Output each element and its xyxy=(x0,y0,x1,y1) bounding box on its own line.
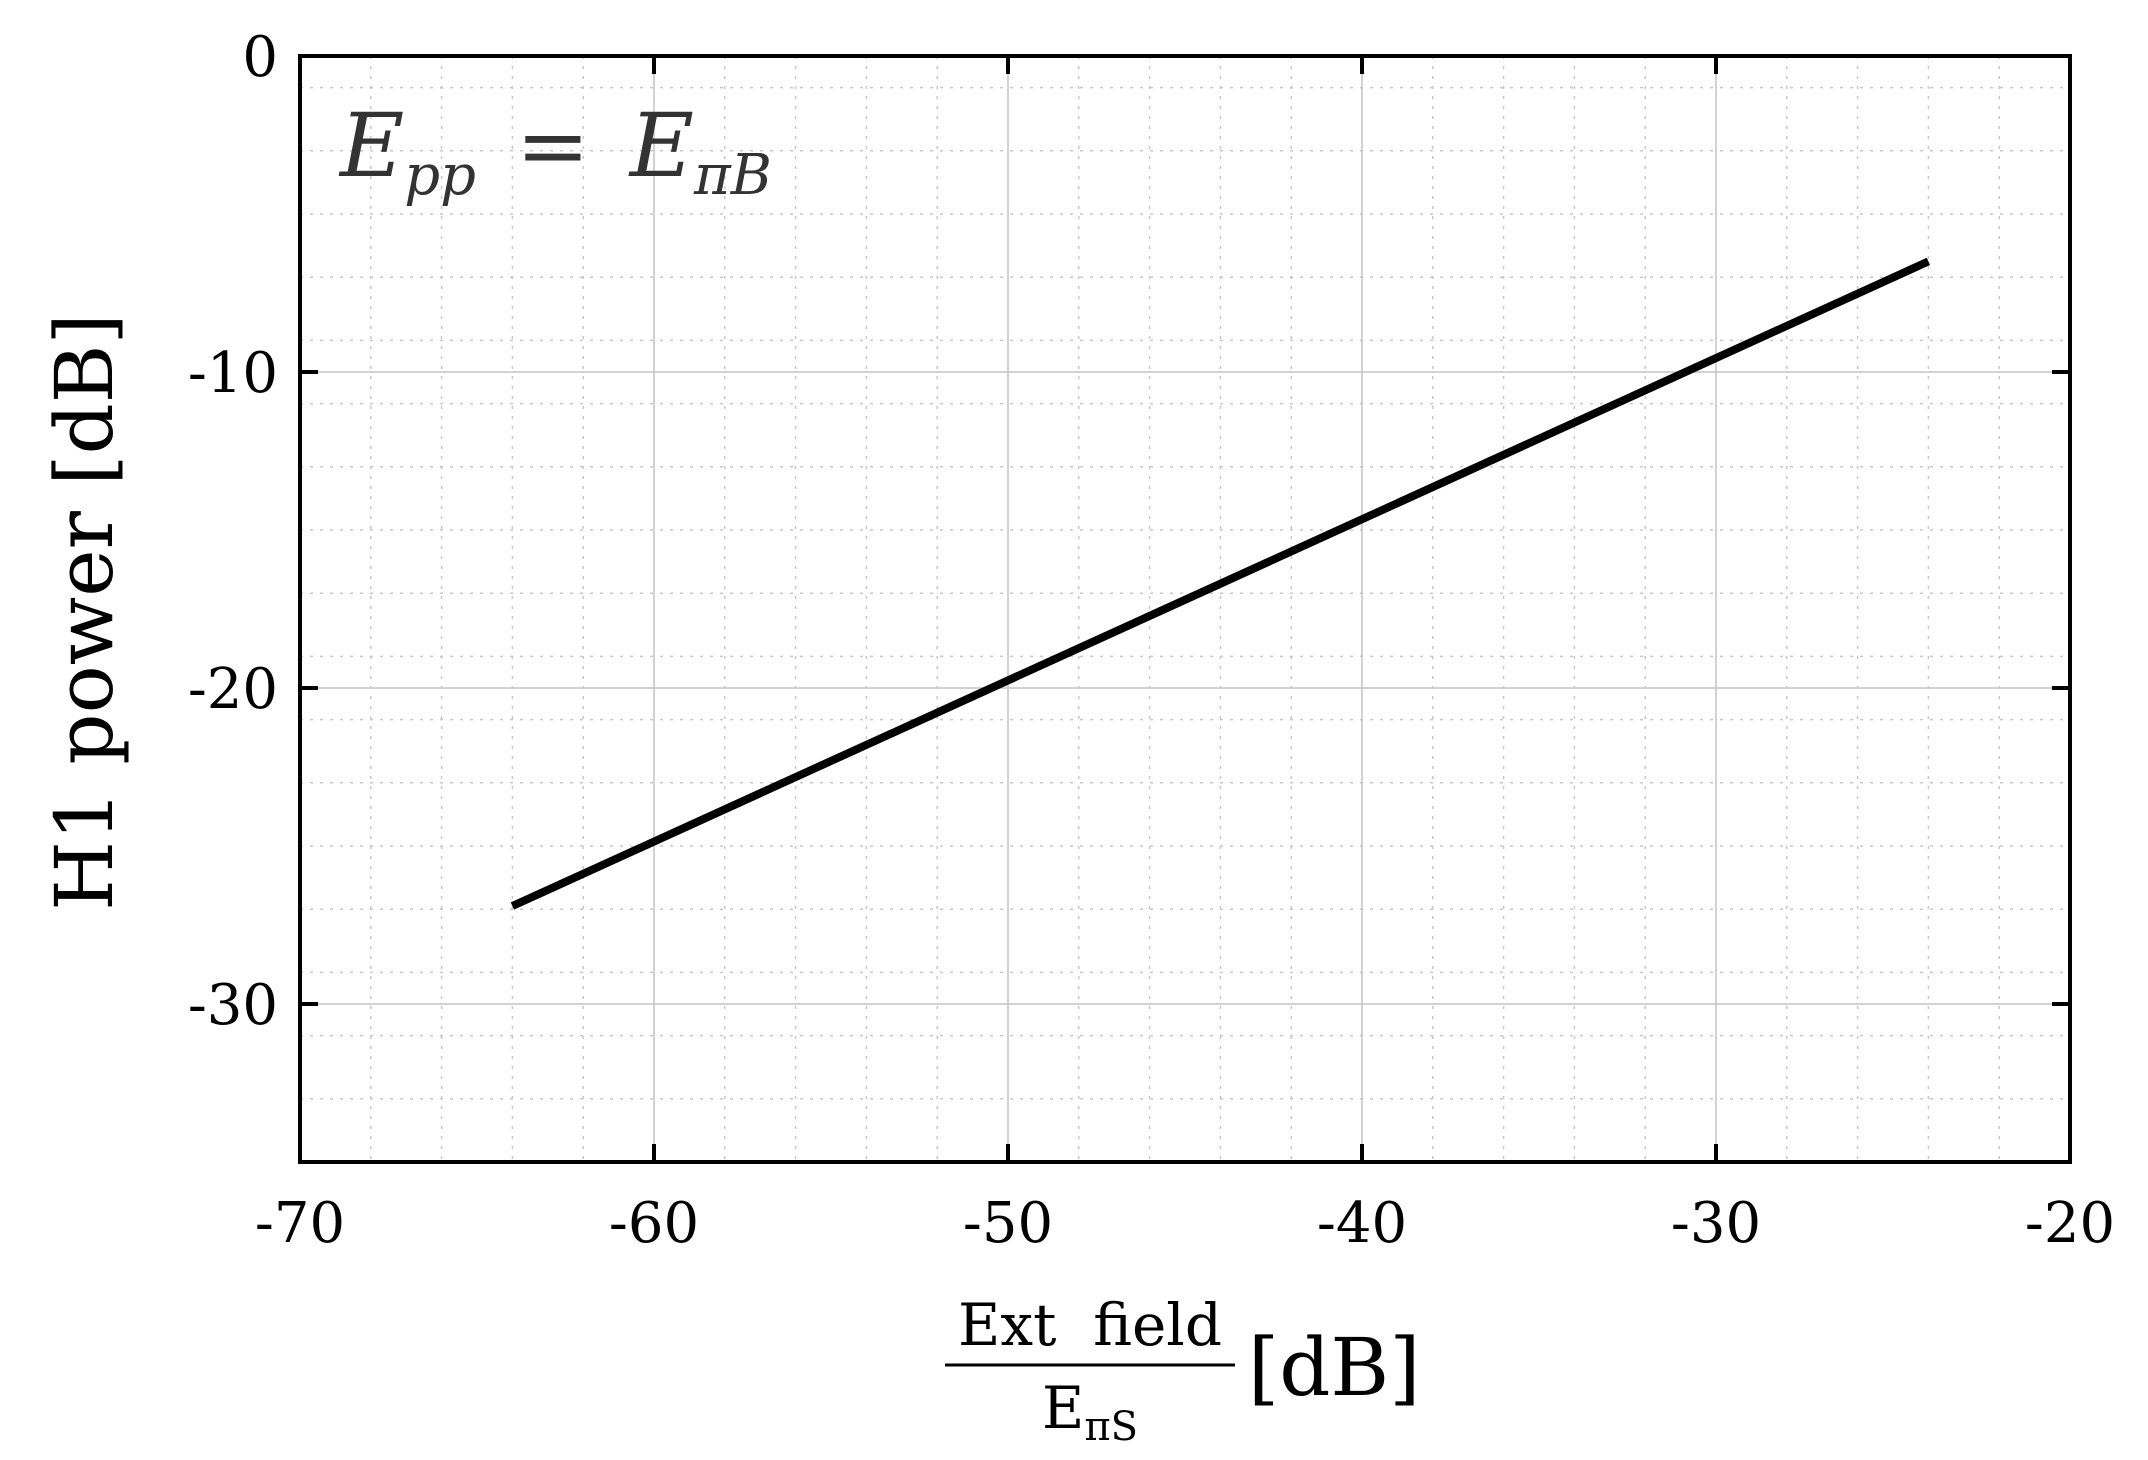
annotation-rhs-sub: πB xyxy=(693,143,772,208)
x-tick-label: -60 xyxy=(609,1191,699,1256)
y-tick-label: -30 xyxy=(188,973,278,1038)
series-line xyxy=(510,257,1931,910)
y-tick-label: -10 xyxy=(188,341,278,406)
x-tick-label: -70 xyxy=(255,1191,345,1256)
tick-labels: -70 -60 -50 -40 -30 -20 0 -10 -20 -30 xyxy=(188,25,2115,1256)
plot-frame xyxy=(298,54,2072,1164)
y-tick-label: -20 xyxy=(188,657,278,722)
series-layer xyxy=(510,257,1931,910)
annotation: Epp = EπB xyxy=(338,94,772,208)
x-axis-label: Ext field EπS [dB] xyxy=(945,1291,1420,1450)
y-tick-label: 0 xyxy=(242,25,278,90)
annotation-lhs-main: E xyxy=(338,94,404,197)
annotation-lhs-sub: pp xyxy=(404,143,476,208)
minor-grid xyxy=(300,56,2070,1163)
annotation-equals: = xyxy=(516,94,590,197)
x-label-denominator: EπS xyxy=(1042,1374,1138,1450)
y-axis-label: H1 power [dB] xyxy=(38,313,131,910)
x-label-unit: [dB] xyxy=(1248,1321,1420,1414)
annotation-rhs-main: E xyxy=(628,94,694,197)
x-tick-label: -20 xyxy=(2025,1191,2115,1256)
x-tick-label: -40 xyxy=(1317,1191,1407,1256)
x-tick-label: -50 xyxy=(963,1191,1053,1256)
x-label-denominator-main: E xyxy=(1042,1374,1084,1442)
x-label-numerator: Ext field xyxy=(958,1291,1222,1359)
x-label-denominator-sub: πS xyxy=(1084,1404,1138,1450)
x-tick-label: -30 xyxy=(1671,1191,1761,1256)
major-grid xyxy=(299,55,2071,1162)
ticks xyxy=(298,54,2072,1162)
